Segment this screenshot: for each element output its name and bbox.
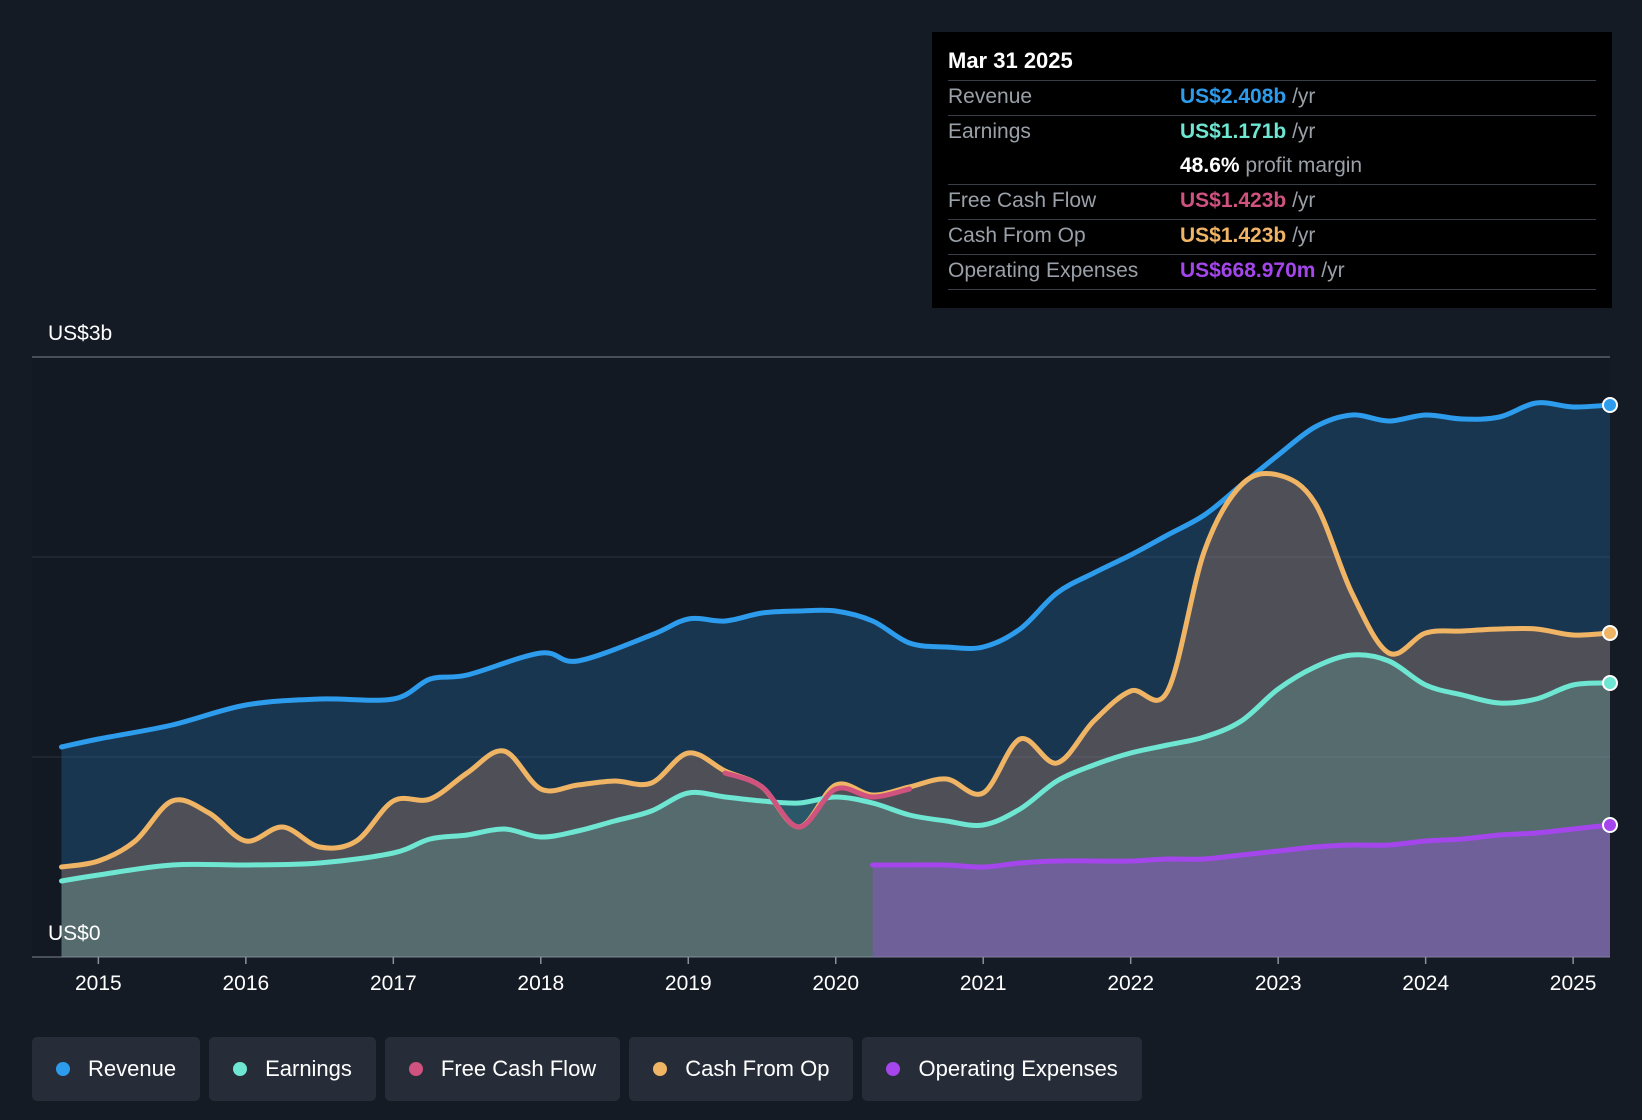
- x-tick-label: 2023: [1255, 972, 1302, 995]
- revenue-line: [59, 400, 1613, 750]
- revenue-area: [61, 402, 1610, 957]
- x-tick-label: 2015: [75, 972, 122, 995]
- operating-expenses-area: [872, 825, 1610, 957]
- free-cash-flow-line: [722, 770, 912, 830]
- tooltip-value: 48.6% profit margin: [1180, 154, 1363, 177]
- x-tick-label: 2022: [1107, 972, 1154, 995]
- tooltip-label: Revenue: [948, 85, 1033, 108]
- legend-label: Revenue: [88, 1056, 177, 1081]
- x-tick-label: 2025: [1550, 972, 1597, 995]
- tooltip-label: Operating Expenses: [948, 259, 1139, 282]
- legend-dot-icon: [56, 1062, 70, 1076]
- legend-label: Earnings: [265, 1056, 352, 1081]
- legend-label: Operating Expenses: [918, 1056, 1118, 1081]
- legend-item-free-cash-flow[interactable]: Free Cash Flow: [384, 1037, 621, 1101]
- tooltip-row-revenue: Revenue US$2.408b /yr: [948, 81, 1596, 116]
- tooltip-row-opex: Operating Expenses US$668.970m /yr: [948, 255, 1596, 290]
- earnings-endpoint: [1602, 675, 1618, 691]
- legend-item-operating-expenses[interactable]: Operating Expenses: [862, 1037, 1142, 1101]
- tooltip-row-margin: 48.6% profit margin: [948, 150, 1596, 185]
- series-lines: [59, 400, 1613, 884]
- cash-from-op-line: [59, 470, 1613, 870]
- x-tick-label: 2024: [1402, 972, 1449, 995]
- cash-from-op-endpoint: [1602, 625, 1618, 641]
- tooltip-label: Cash From Op: [948, 224, 1086, 247]
- tooltip-row-earnings: Earnings US$1.171b /yr: [948, 116, 1596, 150]
- x-tick-label: 2020: [812, 972, 859, 995]
- legend-item-revenue[interactable]: Revenue: [32, 1037, 201, 1101]
- legend-dot-icon: [408, 1062, 423, 1076]
- tooltip-value: US$668.970m /yr: [1180, 259, 1345, 282]
- tooltip-label: Earnings: [948, 120, 1031, 143]
- legend-item-cash-from-op[interactable]: Cash From Op: [629, 1037, 854, 1101]
- legend-dot-icon: [233, 1062, 248, 1076]
- tooltip-panel: Mar 31 2025 Revenue US$2.408b /yr Earnin…: [932, 32, 1612, 308]
- x-axis: 2015 2016 2017 2018 2019 2020 2021 2022 2023 2024…: [75, 957, 1596, 995]
- tooltip-row-fcf: Free Cash Flow US$1.423b /yr: [948, 185, 1596, 220]
- y-axis-bottom-label: US$0: [48, 922, 101, 945]
- operating-expenses-endpoint: [1602, 817, 1618, 833]
- x-tick-label: 2021: [960, 972, 1007, 995]
- operating-expenses-line: [870, 822, 1613, 870]
- tooltip-value: US$1.423b /yr: [1180, 224, 1316, 247]
- tooltip-value: US$2.408b /yr: [1180, 85, 1316, 108]
- earnings-line: [59, 652, 1613, 884]
- tooltip-row-cfo: Cash From Op US$1.423b /yr: [948, 220, 1596, 255]
- earnings-area: [61, 654, 1610, 957]
- legend-dot-icon: [653, 1062, 668, 1076]
- x-tick-label: 2018: [517, 972, 564, 995]
- x-tick-label: 2016: [222, 972, 269, 995]
- series-endpoints: [1602, 397, 1618, 833]
- tooltip-label: Free Cash Flow: [948, 189, 1097, 212]
- legend-label: Free Cash Flow: [440, 1056, 597, 1081]
- tooltip-value: US$1.423b /yr: [1180, 189, 1316, 212]
- legend-item-earnings[interactable]: Earnings: [209, 1037, 376, 1101]
- tooltip-value: US$1.171b /yr: [1180, 120, 1316, 143]
- legend-dot-icon: [886, 1062, 901, 1076]
- gridlines: [32, 356, 1610, 958]
- tooltip-date: Mar 31 2025: [948, 46, 1596, 81]
- revenue-endpoint: [1602, 397, 1618, 413]
- x-tick-label: 2019: [665, 972, 712, 995]
- x-tick-label: 2017: [370, 972, 417, 995]
- legend-label: Cash From Op: [685, 1056, 830, 1081]
- legend: Revenue Earnings Free Cash Flow Cash Fro…: [32, 1037, 1142, 1101]
- y-axis-top-label: US$3b: [48, 322, 112, 345]
